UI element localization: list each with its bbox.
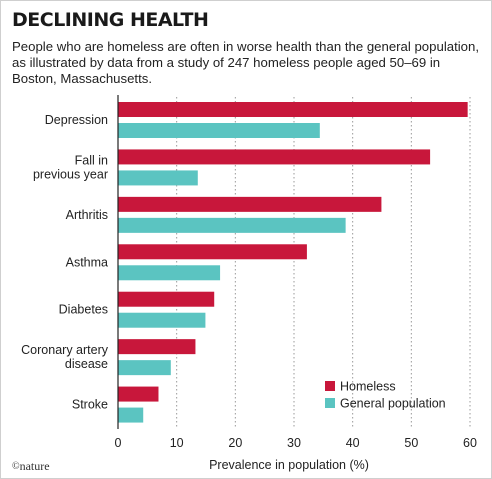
category-label: Diabetes: [59, 303, 108, 317]
category-label: previous year: [33, 167, 108, 181]
bar-homeless-0: [118, 102, 468, 117]
x-tick-label: 40: [346, 436, 360, 450]
bar-general-2: [118, 217, 346, 233]
bar-general-3: [118, 265, 221, 281]
copyright-symbol: ©: [12, 461, 20, 472]
bar-general-1: [118, 170, 198, 186]
category-label: Fall in: [75, 153, 108, 167]
bar-homeless-6: [118, 386, 159, 402]
x-tick-label: 50: [404, 436, 418, 450]
bar-homeless-3: [118, 244, 307, 260]
publisher-name: nature: [19, 459, 50, 473]
bar-homeless-5: [118, 339, 196, 355]
x-tick-label: 10: [170, 436, 184, 450]
bar-general-6: [118, 407, 144, 423]
category-label: Stroke: [72, 398, 108, 412]
category-label: disease: [65, 357, 108, 371]
x-tick-label: 30: [287, 436, 301, 450]
category-label: Arthritis: [66, 208, 108, 222]
bar-general-4: [118, 312, 206, 328]
chart-title: DECLINING HEALTH: [12, 9, 209, 31]
legend-swatch-general: [325, 398, 335, 408]
bar-general-5: [118, 360, 171, 376]
x-axis-label: Prevalence in population (%): [209, 458, 369, 472]
legend-swatch-homeless: [325, 381, 335, 391]
bar-homeless-2: [118, 196, 382, 212]
bar-general-0: [118, 123, 320, 138]
chart-subtitle: People who are homeless are often in wor…: [12, 39, 480, 86]
category-label: Coronary artery: [21, 343, 109, 357]
publisher-credit: ©nature: [12, 459, 50, 474]
legend-label-homeless: Homeless: [340, 380, 396, 394]
x-tick-label: 20: [228, 436, 242, 450]
category-label: Asthma: [66, 255, 108, 269]
bar-homeless-1: [118, 149, 431, 165]
x-tick-label: 60: [463, 436, 477, 450]
category-label: Depression: [45, 113, 108, 127]
bar-homeless-4: [118, 291, 215, 307]
x-tick-label: 0: [115, 436, 122, 450]
legend-label-general: General population: [340, 397, 446, 411]
